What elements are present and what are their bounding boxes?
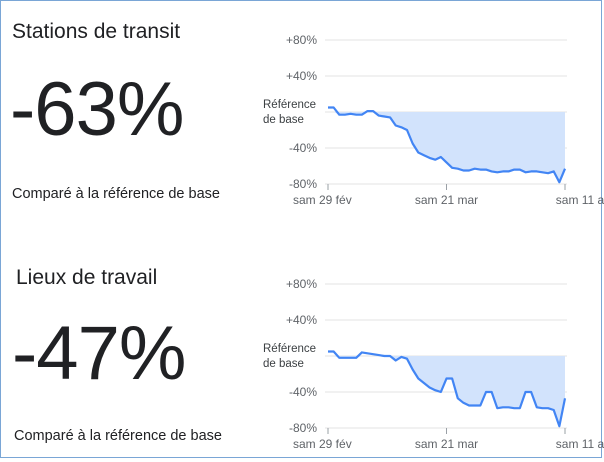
y-tick-label: +40%	[286, 69, 317, 83]
x-tick-label: sam 29 fév	[293, 193, 352, 207]
baseline-label: de base	[263, 358, 304, 370]
headline-percentage: -63%	[10, 70, 183, 150]
mobility-chart: +80% +40% -40% -80% Référence de base sam 29 f…	[255, 264, 575, 462]
x-tick-label: sam 11 avr	[556, 193, 604, 207]
mobility-chart: +80% +40% -40% -80% Référence de base sam 29 f…	[255, 20, 575, 218]
x-tick-label: sam 21 mar	[415, 193, 478, 207]
baseline-label: Référence	[263, 343, 316, 355]
panel-title: Lieux de travail	[16, 266, 157, 290]
baseline-caption: Comparé à la référence de base	[12, 186, 220, 202]
y-tick-label: -80%	[289, 177, 317, 191]
baseline-caption: Comparé à la référence de base	[14, 428, 222, 444]
x-tick-label: sam 29 fév	[293, 437, 352, 451]
y-tick-label: -40%	[289, 141, 317, 155]
headline-percentage: -47%	[12, 314, 185, 394]
y-tick-label: -40%	[289, 385, 317, 399]
x-tick-label: sam 21 mar	[415, 437, 478, 451]
baseline-label: de base	[263, 114, 304, 126]
y-tick-label: +40%	[286, 313, 317, 327]
x-tick-label: sam 11 avr	[556, 437, 604, 451]
baseline-label: Référence	[263, 99, 316, 111]
y-tick-label: -80%	[289, 421, 317, 435]
panel-title: Stations de transit	[12, 20, 180, 44]
y-tick-label: +80%	[286, 33, 317, 47]
y-tick-label: +80%	[286, 277, 317, 291]
